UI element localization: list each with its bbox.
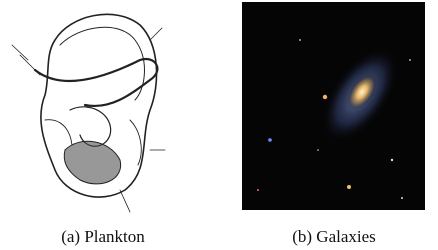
caption: (b) Galaxies <box>292 227 376 246</box>
star <box>401 197 403 199</box>
star <box>323 95 327 99</box>
galaxy-image <box>242 2 425 210</box>
page: (a) Plankton (b) Galaxies (() => { const… <box>0 0 438 250</box>
star <box>257 189 259 191</box>
figure: (a) Plankton (b) Galaxies <box>0 0 438 250</box>
plankton-line <box>12 28 165 212</box>
star <box>347 185 351 189</box>
plankton-line <box>70 107 111 146</box>
star <box>268 138 272 142</box>
star <box>299 39 301 41</box>
plankton-line <box>35 59 157 106</box>
star <box>391 159 393 161</box>
caption: (a) Plankton <box>61 227 145 246</box>
plankton-image <box>12 14 165 212</box>
star <box>409 59 411 61</box>
plankton-shade <box>64 141 120 184</box>
star <box>317 149 319 151</box>
